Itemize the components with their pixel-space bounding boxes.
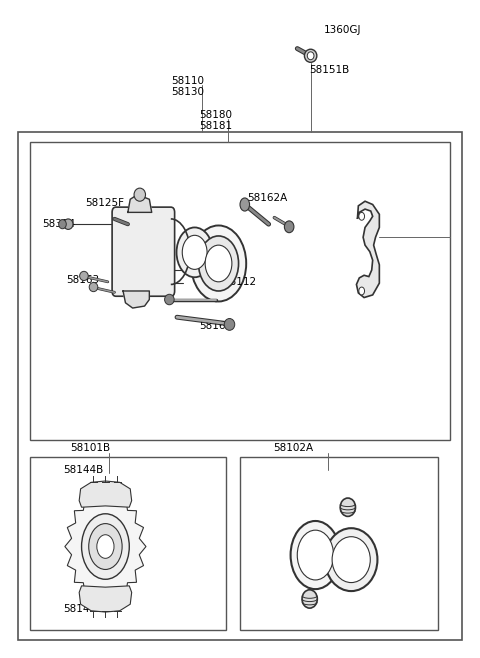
Text: 58181: 58181	[199, 121, 233, 131]
Text: 58101B: 58101B	[71, 443, 111, 453]
Ellipse shape	[177, 228, 213, 277]
Ellipse shape	[290, 521, 340, 589]
Ellipse shape	[304, 49, 317, 63]
Text: 58112: 58112	[223, 277, 256, 287]
FancyBboxPatch shape	[112, 207, 175, 296]
Polygon shape	[128, 195, 152, 213]
Ellipse shape	[325, 528, 377, 591]
Ellipse shape	[297, 530, 334, 580]
Text: 58314: 58314	[42, 218, 75, 228]
Text: 58167: 58167	[199, 321, 233, 332]
Ellipse shape	[307, 52, 314, 60]
Text: 58102A: 58102A	[274, 443, 313, 453]
Ellipse shape	[199, 236, 239, 291]
Ellipse shape	[359, 287, 364, 295]
Bar	[30, 142, 450, 440]
Bar	[240, 457, 438, 630]
Ellipse shape	[359, 213, 364, 220]
Polygon shape	[79, 586, 132, 612]
Text: 58130: 58130	[171, 87, 204, 97]
Ellipse shape	[59, 220, 66, 229]
Bar	[30, 457, 226, 630]
Text: 58144B: 58144B	[63, 605, 104, 615]
Ellipse shape	[191, 226, 246, 301]
Ellipse shape	[134, 188, 145, 201]
Polygon shape	[357, 201, 379, 297]
Text: 58125F: 58125F	[85, 198, 124, 208]
Ellipse shape	[97, 535, 114, 559]
Polygon shape	[79, 481, 132, 507]
Ellipse shape	[240, 198, 250, 211]
Ellipse shape	[89, 282, 98, 291]
Ellipse shape	[205, 245, 232, 282]
Text: 58144B: 58144B	[63, 465, 104, 475]
Ellipse shape	[80, 271, 88, 280]
Text: 58162A: 58162A	[247, 193, 288, 203]
Ellipse shape	[332, 537, 370, 582]
Text: 58180: 58180	[199, 111, 232, 120]
Ellipse shape	[63, 219, 73, 230]
Polygon shape	[123, 291, 149, 308]
Polygon shape	[65, 492, 146, 601]
Ellipse shape	[302, 590, 317, 608]
Ellipse shape	[224, 318, 235, 330]
Ellipse shape	[89, 524, 122, 569]
Ellipse shape	[284, 221, 294, 233]
Text: 58110: 58110	[171, 76, 204, 86]
Text: 58151B: 58151B	[309, 65, 349, 75]
Text: 1360GJ: 1360GJ	[324, 25, 361, 36]
Ellipse shape	[165, 294, 174, 305]
Text: 58163: 58163	[66, 275, 99, 285]
Ellipse shape	[182, 236, 207, 269]
Ellipse shape	[340, 498, 356, 517]
Ellipse shape	[82, 514, 129, 579]
Bar	[18, 132, 462, 640]
